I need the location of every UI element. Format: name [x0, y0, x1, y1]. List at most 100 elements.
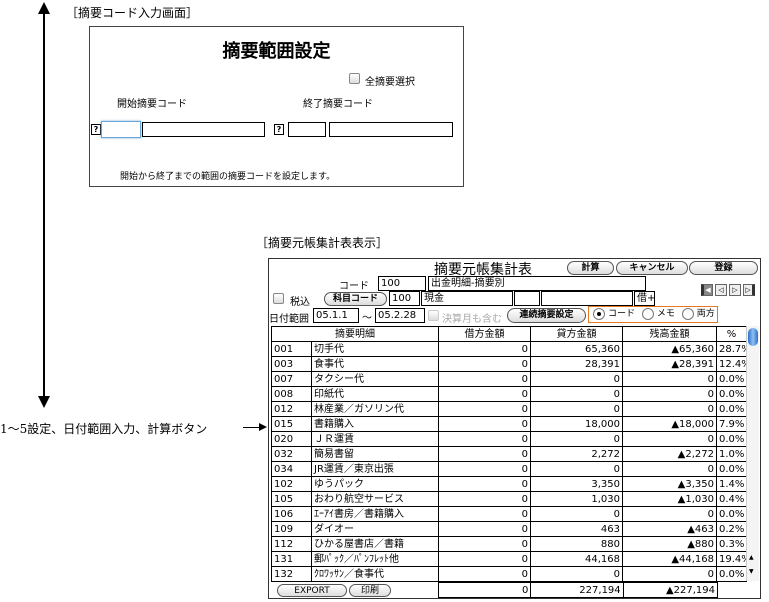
- table-row[interactable]: 132 ｸﾛﾜｯｻﾝ／食事代 0 0 0 0.0%: [271, 566, 747, 582]
- ledger-title: 摘要元帳集計表: [434, 262, 532, 278]
- scroll-up-icon[interactable]: ▲: [749, 554, 754, 561]
- row-credit: 28,391: [530, 356, 623, 372]
- table-row[interactable]: 112 ひかる屋書店／書籍 0 880 ▲880 0.3%: [271, 536, 747, 552]
- col-debit: 借方金額: [438, 326, 531, 342]
- row-code: 020: [271, 431, 312, 447]
- arrow-up-head: [38, 2, 50, 14]
- row-code: 001: [271, 341, 312, 357]
- select-all-checkbox[interactable]: [349, 73, 360, 84]
- table-row[interactable]: 020 ＪＲ運賃 0 0 0 0.0%: [271, 431, 747, 447]
- row-credit: 0: [530, 386, 623, 402]
- row-debit: 0: [438, 416, 531, 432]
- side-note: 1～5設定、日付範囲入力、計算ボタン: [0, 422, 208, 436]
- row-balance: 0: [622, 386, 717, 402]
- summary-table: 摘要明細 借方金額 貸方金額 残高金額 % 001 切手代 0 65,360 ▲65,3…: [271, 326, 747, 582]
- table-row[interactable]: 105 おわり航空サービス 0 1,030 ▲1,030 0.4%: [271, 491, 747, 507]
- account-code-input[interactable]: 100: [389, 291, 420, 306]
- tilde: ～: [362, 313, 372, 324]
- row-balance: ▲463: [622, 521, 717, 537]
- row-debit: 0: [438, 356, 531, 372]
- table-row[interactable]: 102 ゆうパック 0 3,350 ▲3,350 1.4%: [271, 476, 747, 492]
- account-name-input[interactable]: 現金: [421, 291, 513, 306]
- code-name-input[interactable]: 出金明細-摘要別: [428, 276, 646, 291]
- next-record-icon[interactable]: ▷: [729, 284, 741, 296]
- row-credit: 0: [530, 431, 623, 447]
- continuous-setting-button[interactable]: 連続摘要設定: [507, 308, 586, 323]
- row-name: ゆうパック: [311, 476, 439, 492]
- side-note-arrow-head: [259, 423, 267, 431]
- scroll-down-icon[interactable]: ▼: [749, 568, 754, 575]
- start-name-input[interactable]: [142, 122, 265, 137]
- row-credit: 0: [530, 371, 623, 387]
- scrollbar[interactable]: ▲ ▼: [746, 326, 759, 581]
- row-code: 034: [271, 461, 312, 477]
- calc-button[interactable]: 計算: [567, 261, 614, 275]
- table-row[interactable]: 034 JR運賃／東京出張 0 0 0 0.0%: [271, 461, 747, 477]
- export-button[interactable]: EXPORT: [277, 584, 347, 597]
- row-name: ひかる屋書店／書籍: [311, 536, 439, 552]
- table-row[interactable]: 008 印紙代 0 0 0 0.0%: [271, 386, 747, 402]
- radio-memo[interactable]: [641, 307, 654, 320]
- first-record-icon[interactable]: ◀: [701, 284, 713, 296]
- row-code: 032: [271, 446, 312, 462]
- end-code-input[interactable]: [288, 122, 326, 137]
- row-credit: 0: [530, 401, 623, 417]
- tax-included-checkbox[interactable]: [273, 293, 284, 304]
- row-name: タクシー代: [311, 371, 439, 387]
- row-name: 切手代: [311, 341, 439, 357]
- total-balance: ▲227,194: [622, 582, 719, 598]
- row-debit: 0: [438, 386, 531, 402]
- row-code: 015: [271, 416, 312, 432]
- row-balance: 0: [622, 566, 717, 582]
- row-name: JR運賃／東京出張: [311, 461, 439, 477]
- col-balance: 残高金額: [622, 326, 717, 342]
- account-extra-input[interactable]: [514, 291, 540, 306]
- end-lookup-icon[interactable]: ?: [274, 124, 284, 135]
- balance-side-field[interactable]: 借+: [634, 291, 655, 306]
- row-balance: ▲3,350: [622, 476, 717, 492]
- row-credit: 880: [530, 536, 623, 552]
- table-row[interactable]: 032 簡易書留 0 2,272 ▲2,272 1.0%: [271, 446, 747, 462]
- table-row[interactable]: 109 ダイオー 0 463 ▲463 0.2%: [271, 521, 747, 537]
- start-lookup-icon[interactable]: ?: [91, 124, 101, 135]
- table-row[interactable]: 012 林産業／ガソリン代 0 0 0 0.0%: [271, 401, 747, 417]
- print-button[interactable]: 印刷: [349, 584, 391, 597]
- radio-both[interactable]: [681, 307, 694, 320]
- select-all-label: 全摘要選択: [365, 77, 415, 88]
- end-name-input[interactable]: [329, 122, 453, 137]
- date-to-input[interactable]: 05.2.28: [375, 308, 425, 323]
- register-button[interactable]: 登録: [689, 261, 758, 275]
- code-input[interactable]: 100: [378, 276, 426, 291]
- side-note-arrow: [243, 427, 261, 428]
- last-record-icon[interactable]: ▷: [743, 284, 755, 296]
- table-header: 摘要明細 借方金額 貸方金額 残高金額 %: [271, 326, 747, 342]
- cancel-button[interactable]: キャンセル: [616, 261, 688, 275]
- row-name: おわり航空サービス: [311, 491, 439, 507]
- row-balance: ▲28,391: [622, 356, 717, 372]
- row-credit: 65,360: [530, 341, 623, 357]
- row-name: ダイオー: [311, 521, 439, 537]
- table-row[interactable]: 106 ｴｰｱｲ書房／書籍購入 0 0 0 0.0%: [271, 506, 747, 522]
- row-balance: ▲65,360: [622, 341, 717, 357]
- code-label: コード: [339, 281, 369, 292]
- row-credit: 0: [530, 566, 623, 582]
- date-from-input[interactable]: 05.1.1: [313, 308, 359, 323]
- start-code-input[interactable]: [101, 121, 141, 138]
- account-extra2-input[interactable]: [541, 291, 633, 306]
- table-row[interactable]: 015 書籍購入 0 18,000 ▲18,000 7.9%: [271, 416, 747, 432]
- include-closing-checkbox[interactable]: [428, 310, 439, 321]
- row-debit: 0: [438, 506, 531, 522]
- prev-record-icon[interactable]: ◁: [715, 284, 727, 296]
- row-credit: 1,030: [530, 491, 623, 507]
- radio-code[interactable]: [593, 307, 605, 320]
- account-code-button[interactable]: 科目コード: [324, 292, 387, 306]
- row-balance: 0: [622, 401, 717, 417]
- row-debit: 0: [438, 521, 531, 537]
- scroll-thumb[interactable]: [748, 328, 758, 346]
- row-debit: 0: [438, 551, 531, 567]
- table-row[interactable]: 007 タクシー代 0 0 0 0.0%: [271, 371, 747, 387]
- row-code: 007: [271, 371, 312, 387]
